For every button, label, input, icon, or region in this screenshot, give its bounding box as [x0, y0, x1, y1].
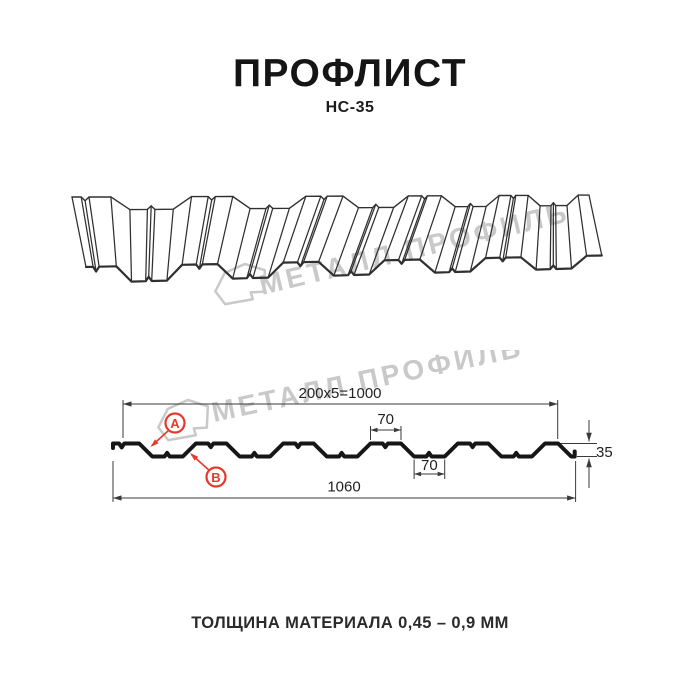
dim-coverage-label: 200x5=1000 [299, 385, 382, 402]
dim-valley-label: 70 [421, 457, 438, 474]
sheet-outline-lines [71, 194, 603, 283]
callout-b: B [190, 453, 227, 488]
page-title: ПРОФЛИСТ [232, 52, 468, 95]
material-thickness-note: ТОЛЩИНА МАТЕРИАЛА 0,45 – 0,9 ММ [191, 614, 509, 632]
callout-a: A [150, 412, 186, 447]
profile-3d-svg: МЕТАЛЛ ПРОФИЛЬ [71, 194, 603, 306]
callout-b-letter: B [211, 470, 220, 485]
metall-profil-logo-icon [214, 262, 267, 306]
dim-overall-width: 1060 [112, 461, 577, 502]
section-profile-line [111, 441, 577, 459]
dim-valley-width: 70 [413, 457, 446, 479]
dim-height-label: 35 [596, 444, 613, 461]
dim-coverage-width: 200x5=1000 [122, 385, 559, 439]
profile-model-name: НС-35 [325, 99, 375, 116]
callout-a-letter: A [170, 416, 180, 431]
profile-section-svg: МЕТАЛЛ ПРОФИЛЬ 200x5=1000 70 [111, 350, 613, 502]
profile-3d-drawing: МЕТАЛЛ ПРОФИЛЬ [55, 180, 655, 315]
dim-profile-height: 35 [559, 420, 613, 488]
dim-crest-label: 70 [377, 411, 394, 428]
metall-profil-logo-icon [157, 398, 210, 442]
dim-overall-label: 1060 [327, 479, 360, 496]
dim-crest-width: 70 [370, 411, 402, 440]
profile-section-drawing: МЕТАЛЛ ПРОФИЛЬ 200x5=1000 70 [90, 350, 630, 520]
